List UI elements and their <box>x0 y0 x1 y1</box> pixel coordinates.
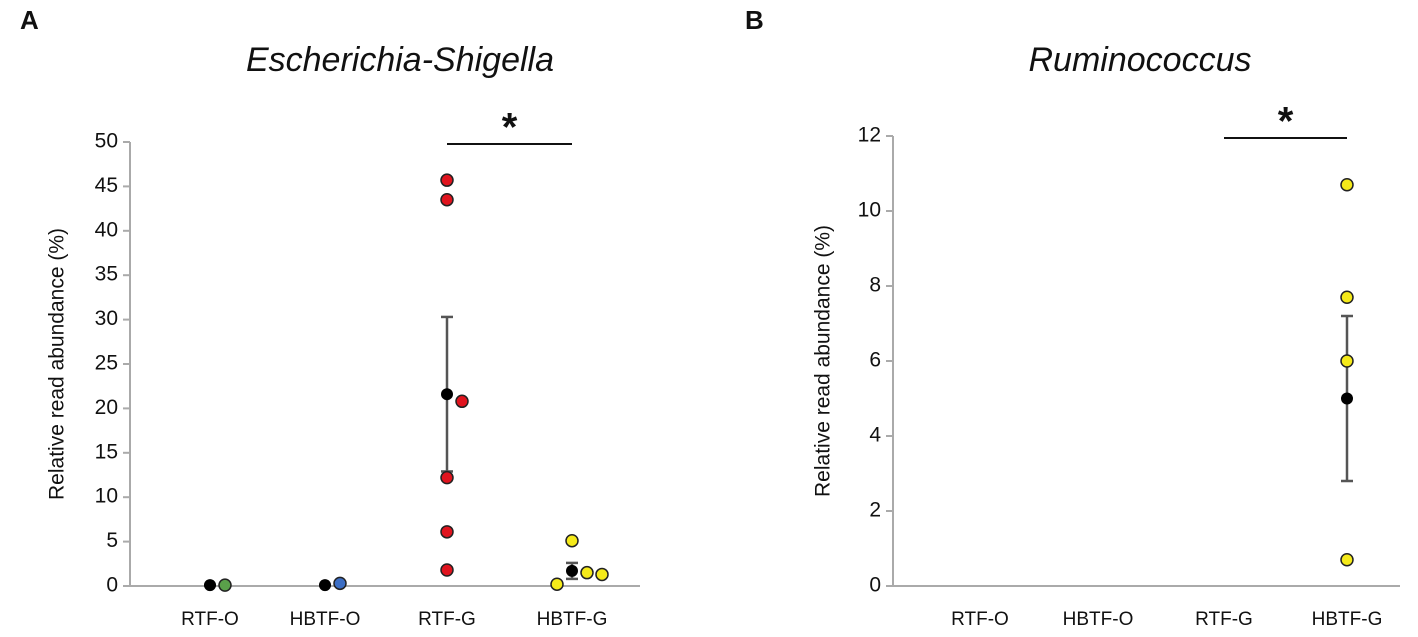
y-tick-label: 25 <box>95 352 118 375</box>
x-tick-label: HBTF-G <box>537 609 608 630</box>
data-point <box>455 394 469 409</box>
y-tick-label: 2 <box>869 499 881 522</box>
y-tick-label: 0 <box>106 574 118 597</box>
y-tick-label: 6 <box>869 349 881 372</box>
chart-title: Ruminococcus <box>1029 41 1252 79</box>
data-point <box>440 173 454 187</box>
y-tick-label: 10 <box>858 199 881 222</box>
y-tick-label: 20 <box>95 396 118 419</box>
data-point <box>565 533 579 548</box>
chart-title: Escherichia-Shigella <box>246 41 554 79</box>
data-point <box>333 576 347 591</box>
mean-point <box>204 579 216 592</box>
x-tick-label: RTF-O <box>181 609 239 630</box>
y-tick-label: 50 <box>95 130 118 153</box>
data-point <box>440 470 454 485</box>
y-tick-label: 45 <box>95 174 118 197</box>
data-point <box>1340 553 1354 567</box>
panel-label: B <box>745 5 764 35</box>
data-point <box>440 563 454 577</box>
data-point <box>218 578 232 592</box>
y-tick-label: 8 <box>869 274 881 297</box>
data-point <box>1340 290 1354 304</box>
data-point <box>440 525 454 539</box>
data-point <box>1340 178 1354 192</box>
x-tick-label: HBTF-O <box>1063 609 1134 630</box>
mean-point <box>566 564 578 577</box>
mean-point <box>319 579 331 592</box>
data-point <box>440 192 454 207</box>
y-tick-label: 0 <box>869 574 881 597</box>
significance-label: * <box>1278 100 1294 144</box>
y-tick-label: 12 <box>858 124 881 147</box>
y-axis-label: Relative read abundance (%) <box>812 225 835 497</box>
y-tick-label: 10 <box>95 485 118 508</box>
data-point <box>595 567 609 582</box>
x-tick-label: RTF-G <box>1195 609 1253 630</box>
mean-point <box>1341 392 1353 405</box>
panel-label: A <box>20 5 39 35</box>
x-tick-label: HBTF-O <box>290 609 361 630</box>
y-tick-label: 40 <box>95 218 118 241</box>
y-tick-label: 4 <box>869 424 881 447</box>
x-tick-label: RTF-G <box>418 609 476 630</box>
y-tick-label: 15 <box>95 440 118 463</box>
y-tick-label: 35 <box>95 263 118 286</box>
x-tick-label: RTF-O <box>951 609 1009 630</box>
data-point <box>1340 354 1354 368</box>
x-tick-label: HBTF-G <box>1312 609 1383 630</box>
data-point <box>580 565 594 580</box>
data-point <box>550 577 564 591</box>
y-axis-label: Relative read abundance (%) <box>46 228 69 500</box>
significance-label: * <box>502 106 518 150</box>
mean-point <box>441 388 453 401</box>
y-tick-label: 30 <box>95 307 118 330</box>
y-tick-label: 5 <box>106 529 118 552</box>
